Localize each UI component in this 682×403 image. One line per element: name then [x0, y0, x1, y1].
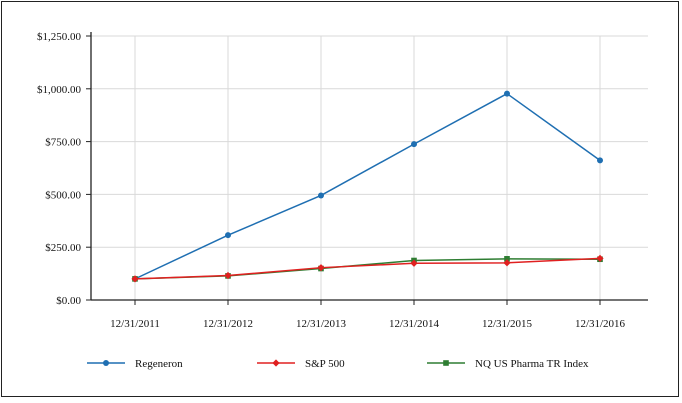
series-nq-us-pharma-tr-index: [132, 256, 603, 282]
legend-item-nq-us-pharma-tr-index: NQ US Pharma TR Index: [427, 358, 589, 370]
legend-marker: [272, 359, 280, 367]
legend-marker: [103, 360, 109, 366]
x-tick-label: 12/31/2011: [110, 318, 160, 330]
series-s-p-500: [131, 254, 604, 283]
legend: Regeneron S&P 500 NQ US Pharma TR Index: [87, 358, 589, 370]
x-tick-label: 12/31/2016: [575, 318, 626, 330]
series-lines: [131, 90, 604, 283]
y-tick-label: $1,000.00: [37, 84, 82, 96]
y-tick-label: $1,250.00: [37, 31, 82, 43]
y-tick-label: $250.00: [45, 242, 81, 254]
y-tick-label: $0.00: [56, 295, 81, 307]
series-regeneron: [132, 90, 603, 282]
legend-marker: [443, 360, 449, 366]
data-point: [504, 90, 510, 97]
data-point: [131, 275, 139, 283]
legend-label: S&P 500: [305, 358, 345, 370]
y-tick-label: $500.00: [45, 189, 81, 201]
x-tick-label: 12/31/2014: [389, 318, 440, 330]
data-point: [225, 232, 231, 239]
grid-lines: [91, 35, 648, 300]
legend-item-s-p-500: S&P 500: [257, 358, 345, 370]
data-point: [317, 264, 325, 272]
data-point: [411, 141, 417, 148]
x-tick-label: 12/31/2013: [296, 318, 347, 330]
performance-line-chart: $0.00 $250.00 $500.00 $750.00 $1,000.00 $1,25…: [37, 31, 648, 370]
y-tick-label: $750.00: [45, 137, 81, 149]
data-point: [410, 259, 418, 267]
data-point: [504, 256, 510, 262]
legend-item-regeneron: Regeneron: [87, 358, 183, 370]
series-line: [134, 257, 601, 280]
legend-label: Regeneron: [135, 358, 183, 370]
x-tick-labels: 12/31/2011 12/31/2012 12/31/2013 12/31/2014…: [110, 318, 625, 330]
data-point: [596, 254, 604, 262]
series-line: [134, 92, 601, 280]
axes: [86, 32, 648, 305]
x-tick-label: 12/31/2015: [482, 318, 533, 330]
chart-frame: $0.00 $250.00 $500.00 $750.00 $1,000.00 $1,25…: [1, 1, 679, 397]
data-point: [224, 271, 232, 280]
x-tick-label: 12/31/2012: [203, 318, 253, 330]
y-tick-labels: $0.00 $250.00 $500.00 $750.00 $1,000.00 $1,25…: [37, 31, 82, 307]
data-point: [318, 192, 324, 199]
data-point: [503, 259, 511, 267]
legend-label: NQ US Pharma TR Index: [475, 358, 589, 370]
data-point: [597, 157, 603, 164]
